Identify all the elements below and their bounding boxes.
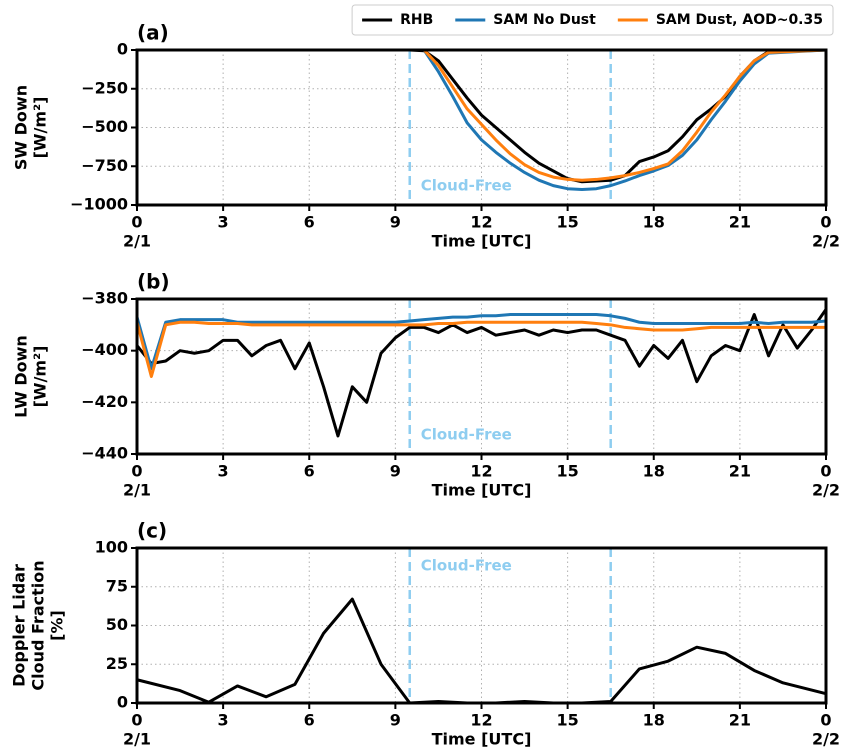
x-tick-label: 18 [643,711,665,730]
y-axis-label: [%] [48,610,67,641]
x-tick-label: 18 [643,213,665,232]
y-tick-label: 0 [117,40,128,59]
date-label: 2/1 [123,730,151,749]
y-tick-label: −380 [81,289,128,308]
plot-frame [135,48,828,207]
y-axis-label: [W/m²] [31,97,50,159]
y-tick-label: 0 [117,693,128,712]
y-tick-label: 100 [95,538,128,557]
x-axis-label: Time [UTC] [432,232,532,251]
x-tick-label: 12 [470,711,492,730]
data-line [137,48,827,182]
data-line [135,320,826,378]
y-tick-label: 25 [106,654,128,673]
y-tick-label: −400 [81,340,128,359]
x-tick-label: 3 [218,462,229,481]
data-line [135,308,828,438]
annotation: Cloud-Free [421,177,512,195]
x-tick-label: 0 [820,462,831,481]
x-tick-label: 15 [556,711,578,730]
legend: RHB SAM No Dust SAM Dust, AOD~0.35 [351,4,834,36]
x-axis-label: Time [UTC] [432,481,532,500]
panel-label: (c) [137,519,167,543]
date-label: 2/1 [123,481,151,500]
x-tick-label: 6 [304,711,315,730]
x-tick-label: 0 [131,213,142,232]
y-axis-label: [W/m²] [31,346,50,408]
date-label: 2/2 [812,232,840,251]
plot-frame [135,546,828,705]
date-label: 2/2 [812,481,840,500]
x-tick-label: 0 [820,213,831,232]
x-tick-label: 0 [820,711,831,730]
y-tick-label: −1000 [70,195,128,214]
x-tick-label: 3 [218,213,229,232]
y-tick-label: 50 [106,615,128,634]
annotation: Cloud-Free [421,426,512,444]
x-tick-label: 12 [470,462,492,481]
data-line [137,48,827,191]
x-tick-label: 6 [304,462,315,481]
y-tick-label: −440 [81,444,128,463]
data-line [135,313,827,371]
legend-label: SAM No Dust [493,12,596,28]
x-tick-label: 0 [131,462,142,481]
x-tick-label: 15 [556,213,578,232]
x-tick-label: 0 [131,711,142,730]
y-tick-label: −420 [81,392,128,411]
y-tick-label: −250 [81,78,128,97]
y-tick-label: −500 [81,117,128,136]
x-tick-label: 3 [218,711,229,730]
y-axis-label: LW Down [12,335,31,418]
x-tick-label: 21 [729,213,751,232]
y-axis-label: SW Down [12,85,31,170]
panel-label: (a) [137,21,169,45]
legend-label: SAM Dust, AOD~0.35 [656,12,823,28]
panel-label: (b) [137,270,170,294]
x-tick-label: 18 [643,462,665,481]
y-tick-label: −750 [81,156,128,175]
x-axis-label: Time [UTC] [432,730,532,749]
x-tick-label: 15 [556,462,578,481]
plot-frame [135,297,828,456]
y-axis-label: Cloud Fraction [29,560,48,690]
annotation: Cloud-Free [421,557,512,575]
date-label: 2/2 [812,730,840,749]
y-axis-label: Doppler Lidar [10,564,29,687]
x-tick-label: 9 [390,462,401,481]
x-tick-label: 12 [470,213,492,232]
y-tick-label: 75 [106,576,128,595]
x-tick-label: 21 [729,711,751,730]
x-tick-label: 9 [390,711,401,730]
legend-box [351,4,834,36]
x-tick-label: 9 [390,213,401,232]
date-label: 2/1 [123,232,151,251]
x-tick-label: 21 [729,462,751,481]
x-tick-label: 6 [304,213,315,232]
legend-label: RHB [400,12,433,28]
